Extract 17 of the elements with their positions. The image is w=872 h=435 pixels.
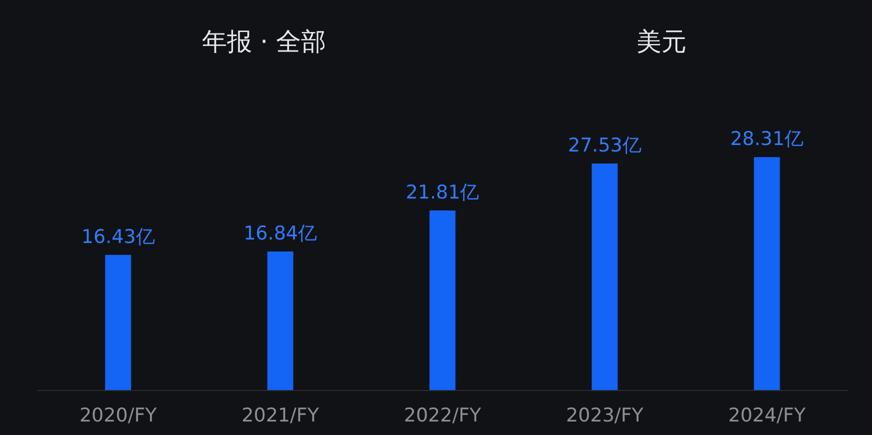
- bar: [754, 157, 780, 390]
- bar: [267, 251, 294, 390]
- x-tick-label: 2021/FY: [242, 404, 320, 426]
- x-tick-label: 2023/FY: [566, 404, 644, 426]
- data-label: 28.31亿: [730, 128, 804, 150]
- bar: [105, 254, 132, 390]
- bar: [430, 210, 456, 390]
- bar: [592, 163, 618, 390]
- text: 美元: [636, 27, 686, 56]
- x-tick-label: 2024/FY: [728, 404, 806, 426]
- text: 年报 · 全部: [202, 27, 326, 56]
- data-label: 21.81亿: [406, 182, 480, 204]
- data-label: 27.53亿: [568, 134, 642, 156]
- data-label: 16.84亿: [244, 222, 318, 244]
- x-tick-label: 2020/FY: [79, 404, 158, 426]
- data-label: 16.43亿: [81, 226, 155, 248]
- x-tick-label: 2022/FY: [404, 404, 482, 426]
